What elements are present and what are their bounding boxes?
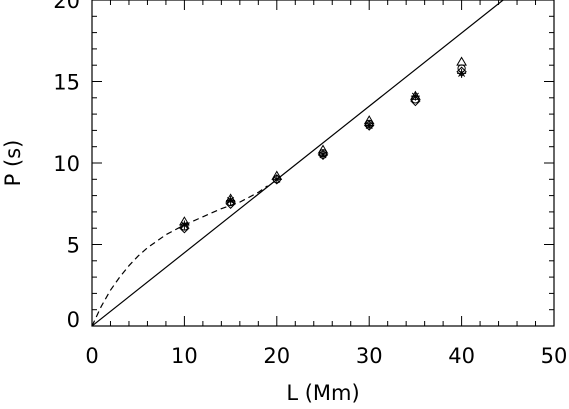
- diamond-marker: [410, 95, 421, 107]
- x-tick-label: 10: [171, 344, 198, 368]
- x-axis-label: L (Mm): [286, 381, 359, 405]
- y-axis-label: P (s): [1, 140, 25, 187]
- y-tick-label: 20: [53, 0, 80, 13]
- x-tick-label: 0: [85, 344, 98, 368]
- asterisk-marker: [410, 91, 420, 101]
- x-tick-label: 50: [541, 344, 568, 368]
- asterisk-marker: [272, 174, 282, 184]
- x-tick-label: 20: [263, 344, 290, 368]
- y-tick-label: 5: [67, 234, 80, 258]
- plot-lines: [92, 0, 504, 326]
- y-tick-label: 0: [67, 308, 80, 332]
- asterisk-marker: [226, 195, 236, 205]
- plot-frame: [91, 0, 555, 327]
- y-tick-label: 15: [53, 71, 80, 95]
- asterisk-marker: [457, 68, 467, 78]
- diamond-marker: [179, 222, 190, 234]
- x-tick-label: 40: [448, 344, 475, 368]
- asterisk-marker: [179, 220, 189, 230]
- axis-ticks: [91, 0, 555, 327]
- asterisk-marker: [364, 121, 374, 131]
- y-tick-label: 10: [53, 152, 80, 176]
- y-tick-labels: 0 5 10 15 20: [53, 0, 80, 332]
- x-tick-label: 30: [356, 344, 383, 368]
- x-tick-labels: 0 10 20 30 40 50: [85, 344, 567, 368]
- asterisk-marker: [318, 150, 328, 160]
- data-markers: [179, 56, 467, 234]
- triangle-marker: [456, 56, 467, 66]
- diamond-marker: [225, 198, 236, 209]
- solid-fit-line: [92, 0, 504, 326]
